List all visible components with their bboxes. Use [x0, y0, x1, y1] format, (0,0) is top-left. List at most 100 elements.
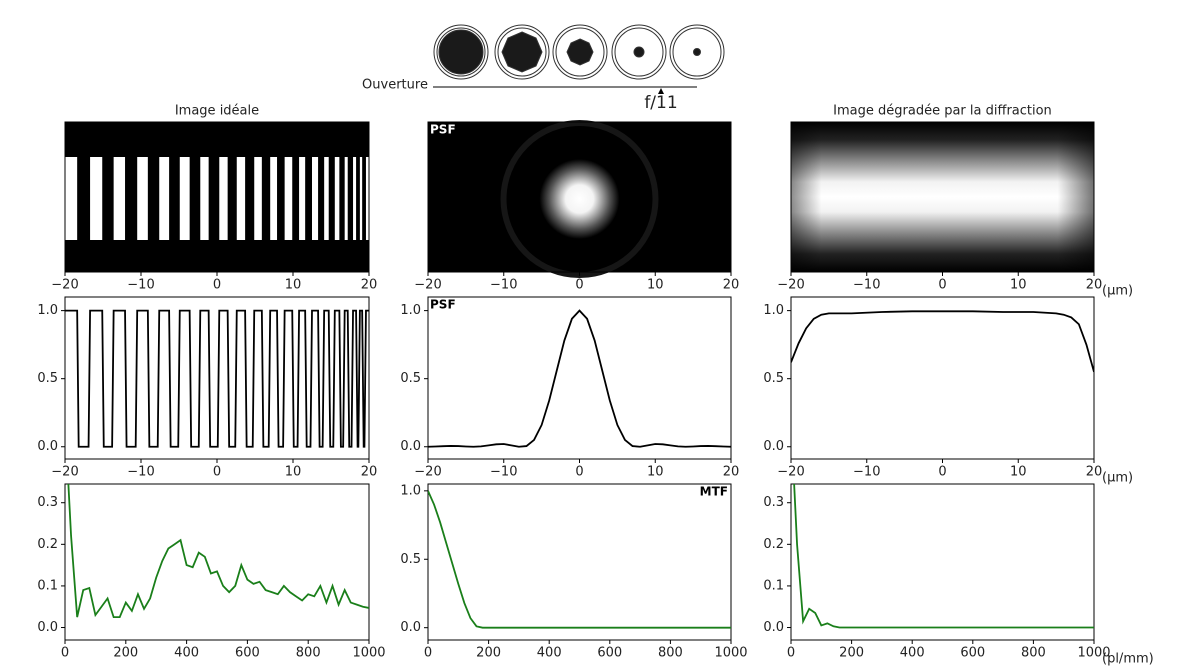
x-tick-label: 0	[424, 646, 432, 661]
x-tick-label: 0	[575, 278, 583, 293]
x-tick-label: 400	[537, 646, 562, 661]
plot-frame	[65, 484, 369, 640]
image-bar	[360, 157, 362, 240]
x-tick-label: −20	[414, 278, 441, 293]
x-tick-label: 20	[723, 278, 740, 293]
image-bar	[200, 157, 208, 240]
image-bar	[324, 157, 329, 240]
chart-title: Image dégradée par la diffraction	[833, 104, 1052, 119]
y-tick-label: 1.0	[400, 483, 421, 498]
x-tick-label: 600	[597, 646, 622, 661]
airy-disk	[540, 159, 620, 239]
x-tick-label: −10	[127, 278, 154, 293]
y-tick-label: 0.5	[37, 371, 58, 386]
figure: Ouverture f/11 −20 −10 0 10 20 Image idéale −2…	[0, 0, 1183, 670]
plot-frame	[791, 297, 1094, 459]
image-bar	[114, 157, 125, 240]
y-tick-label: 0.0	[37, 439, 58, 454]
x-tick-label: −10	[853, 465, 880, 480]
image-background	[65, 122, 369, 272]
x-tick-label: 1000	[352, 646, 385, 661]
plot-frame	[428, 484, 731, 640]
x-tick-label: 20	[1086, 278, 1103, 293]
x-tick-label: 20	[1086, 465, 1103, 480]
y-tick-label: 0.1	[763, 578, 784, 593]
chart-title: Image idéale	[175, 104, 259, 119]
annotation: MTF	[700, 485, 728, 499]
y-tick-label: 1.0	[763, 303, 784, 318]
x-tick-label: 200	[113, 646, 138, 661]
data-line	[791, 311, 1094, 372]
aperture-icons[interactable]	[434, 25, 724, 79]
image-bar	[137, 157, 148, 240]
y-tick-label: 1.0	[400, 303, 421, 318]
x-unit-label: (µm)	[1102, 471, 1133, 486]
x-tick-label: 600	[235, 646, 260, 661]
x-tick-label: 10	[285, 465, 302, 480]
x-tick-label: 0	[938, 278, 946, 293]
x-tick-label: 20	[361, 278, 378, 293]
y-tick-label: 0.0	[400, 620, 421, 635]
y-tick-label: 0.2	[37, 537, 58, 552]
image-bar	[254, 157, 262, 240]
y-tick-label: 0.5	[400, 371, 421, 386]
x-tick-label: 20	[361, 465, 378, 480]
aperture-selector[interactable]: Ouverture f/11	[362, 25, 724, 113]
x-tick-label: 10	[285, 278, 302, 293]
y-tick-label: 0.1	[37, 578, 58, 593]
x-tick-label: −20	[777, 465, 804, 480]
image-bar	[285, 157, 293, 240]
x-tick-label: −20	[51, 278, 78, 293]
image-edge-fade	[791, 122, 1094, 272]
x-tick-label: 800	[658, 646, 683, 661]
image-bar	[237, 157, 245, 240]
x-tick-label: 0	[575, 465, 583, 480]
y-tick-label: 0.0	[763, 439, 784, 454]
y-tick-label: 0.5	[763, 371, 784, 386]
x-unit-label: (pl/mm)	[1102, 652, 1154, 667]
x-tick-label: 0	[938, 465, 946, 480]
x-tick-label: 0	[213, 278, 221, 293]
image-bar	[353, 157, 356, 240]
x-tick-label: 20	[723, 465, 740, 480]
data-line	[428, 311, 731, 447]
y-tick-label: 0.2	[763, 537, 784, 552]
image-bar	[65, 157, 77, 240]
x-tick-label: 200	[476, 646, 501, 661]
x-tick-label: 800	[296, 646, 321, 661]
data-line	[791, 420, 1094, 628]
aperture-value: f/11	[644, 93, 677, 113]
x-tick-label: 800	[1021, 646, 1046, 661]
x-tick-label: 10	[1010, 278, 1027, 293]
x-tick-label: 10	[647, 465, 664, 480]
annotation: PSF	[430, 123, 456, 137]
image-bar	[299, 157, 305, 240]
y-tick-label: 1.0	[37, 303, 58, 318]
image-bar	[335, 157, 340, 240]
aperture-label: Ouverture	[362, 78, 428, 93]
y-tick-label: 0.3	[37, 495, 58, 510]
x-tick-label: 0	[213, 465, 221, 480]
data-line	[428, 491, 731, 628]
x-tick-label: 600	[960, 646, 985, 661]
x-tick-label: −10	[853, 278, 880, 293]
y-tick-label: 0.0	[763, 620, 784, 635]
image-bar	[270, 157, 277, 240]
image-bar	[312, 157, 318, 240]
y-tick-label: 0.0	[37, 620, 58, 635]
x-tick-label: 0	[787, 646, 795, 661]
y-tick-label: 0.0	[400, 439, 421, 454]
image-bar	[180, 157, 190, 240]
x-tick-label: 10	[647, 278, 664, 293]
y-tick-label: 0.5	[400, 552, 421, 567]
plot-frame	[428, 297, 731, 459]
image-bar	[219, 157, 227, 240]
x-tick-label: 1000	[714, 646, 747, 661]
x-tick-label: 400	[174, 646, 199, 661]
x-tick-label: −20	[51, 465, 78, 480]
image-bar	[345, 157, 348, 240]
data-line	[65, 311, 369, 447]
x-tick-label: −20	[414, 465, 441, 480]
x-tick-label: −10	[490, 465, 517, 480]
x-tick-label: −10	[127, 465, 154, 480]
